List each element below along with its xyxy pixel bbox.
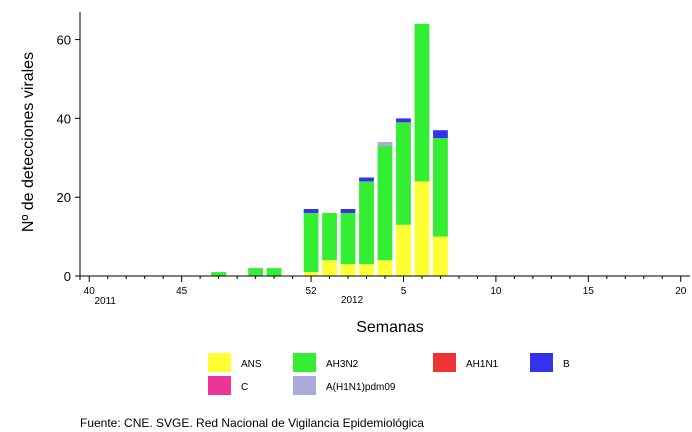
y-tick-label: 60: [57, 33, 71, 48]
legend-swatch-c: [208, 376, 231, 395]
bar-ans-week-6: [414, 181, 430, 276]
y-tick-label: 0: [64, 269, 71, 284]
legend-label-b: B: [563, 359, 570, 370]
bar-ah3n2-week-3: [359, 181, 374, 265]
y-tick-label: 20: [57, 190, 71, 205]
legend-swatch-a-h1n1-pdm09: [293, 376, 316, 395]
bar-ah3n2-week-1: [322, 212, 337, 261]
legend-swatch-ans: [208, 353, 231, 372]
bar-b-week-7: [433, 130, 448, 139]
legend-swatch-ah1n1: [433, 353, 456, 372]
bar-b-week-52: [303, 209, 319, 213]
x-tick-label: 15: [583, 286, 595, 297]
bar-ans-week-5: [396, 224, 411, 276]
bar-ans-week-4: [377, 260, 393, 276]
bar-b-week-3: [359, 177, 374, 182]
bars-layer: [211, 23, 448, 276]
x-tick-year-label: 2011: [94, 296, 116, 307]
bar-ah3n2-week-52: [303, 212, 319, 273]
y-axis-title: Nº de detecciones virales: [20, 52, 37, 232]
bar-ah3n2-week-7: [433, 138, 448, 237]
legend-label-c: C: [241, 382, 248, 393]
bar-b-week-5: [396, 118, 411, 123]
legend-swatch-b: [530, 353, 553, 372]
bar-ans-week-2: [340, 264, 356, 276]
bar-ah3n2-week-2: [340, 212, 356, 265]
x-tick-label: 5: [401, 286, 407, 297]
x-tick-label: 20: [675, 286, 687, 297]
x-tick-label: 45: [176, 286, 188, 297]
x-tick-year-label: 2012: [341, 295, 364, 306]
legend: ANS AH3N2 AH1N1 B C A(H1N1)pdm09: [208, 353, 570, 395]
bar-ah3n2-week-50: [266, 268, 282, 276]
legend-swatch-ah3n2: [293, 353, 316, 372]
x-tick-label: 40: [84, 286, 96, 297]
legend-label-ans: ANS: [241, 359, 262, 370]
bar-b-week-2: [340, 209, 356, 213]
x-tick-label: 52: [305, 286, 317, 297]
legend-label-a-h1n1-pdm09: A(H1N1)pdm09: [326, 382, 396, 393]
x-axis-title: Semanas: [356, 319, 424, 336]
y-tick-label: 40: [57, 111, 71, 126]
source-note: Fuente: CNE. SVGE. Red Nacional de Vigil…: [80, 416, 424, 430]
bar-a-h1n1-pdm09-week-4: [377, 142, 393, 146]
bar-ah3n2-week-6: [414, 23, 430, 182]
legend-label-ah1n1: AH1N1: [466, 359, 499, 370]
bar-ans-week-52: [303, 272, 319, 276]
bar-ah3n2-week-49: [248, 268, 263, 276]
bar-ans-week-7: [433, 236, 448, 276]
bar-ans-week-3: [359, 264, 374, 276]
bar-ah3n2-week-4: [377, 145, 393, 261]
bar-ans-week-1: [322, 260, 337, 276]
legend-label-ah3n2: AH3N2: [326, 359, 359, 370]
x-tick-label: 10: [490, 286, 502, 297]
bar-ah3n2-week-47: [211, 272, 227, 276]
bar-ah3n2-week-5: [396, 122, 411, 225]
